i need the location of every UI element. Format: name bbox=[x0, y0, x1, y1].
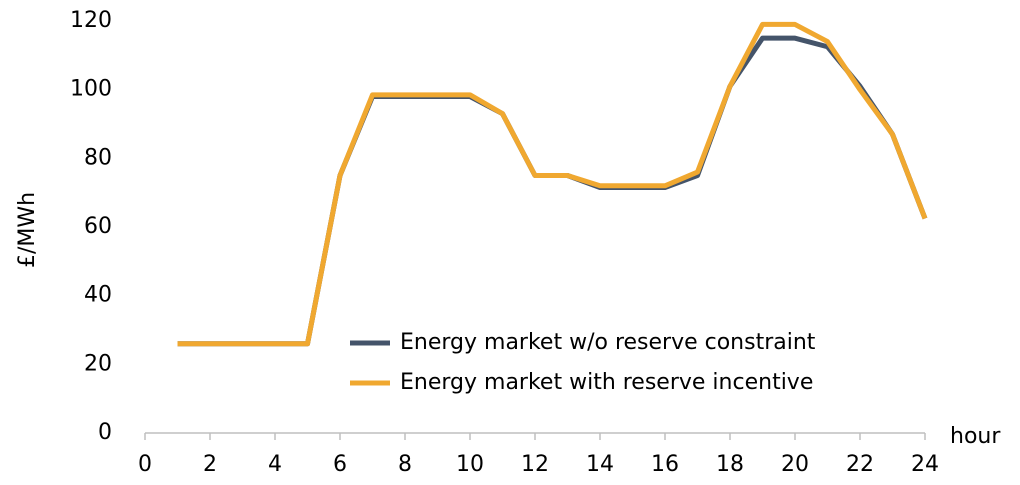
x-tick-label: 8 bbox=[398, 452, 412, 477]
x-tick-label: 10 bbox=[456, 452, 484, 477]
x-tick-label: 18 bbox=[716, 452, 744, 477]
x-tick-label: 4 bbox=[268, 452, 282, 477]
y-tick-label: 20 bbox=[84, 351, 112, 376]
x-tick-label: 0 bbox=[138, 452, 152, 477]
x-tick-label: 2 bbox=[203, 452, 217, 477]
x-tick-label: 16 bbox=[651, 452, 679, 477]
y-axis-label: £/MWh bbox=[15, 192, 40, 268]
series-line bbox=[177, 35, 928, 347]
legend-label: Energy market with reserve incentive bbox=[400, 370, 813, 395]
x-tick-label: 20 bbox=[781, 452, 809, 477]
x-tick-label: 22 bbox=[846, 452, 874, 477]
y-tick-label: 120 bbox=[70, 8, 112, 33]
y-tick-label: 60 bbox=[84, 214, 112, 239]
y-tick-label: 100 bbox=[70, 77, 112, 102]
series-line bbox=[177, 21, 928, 347]
x-axis-label: hour bbox=[950, 424, 1001, 449]
x-tick-label: 6 bbox=[333, 452, 347, 477]
x-tick-label: 14 bbox=[586, 452, 614, 477]
y-tick-label: 0 bbox=[98, 420, 112, 445]
x-tick-label: 24 bbox=[911, 452, 939, 477]
legend-label: Energy market w/o reserve constraint bbox=[400, 330, 816, 355]
x-tick-label: 12 bbox=[521, 452, 549, 477]
y-tick-label: 80 bbox=[84, 145, 112, 170]
y-tick-label: 40 bbox=[84, 283, 112, 308]
